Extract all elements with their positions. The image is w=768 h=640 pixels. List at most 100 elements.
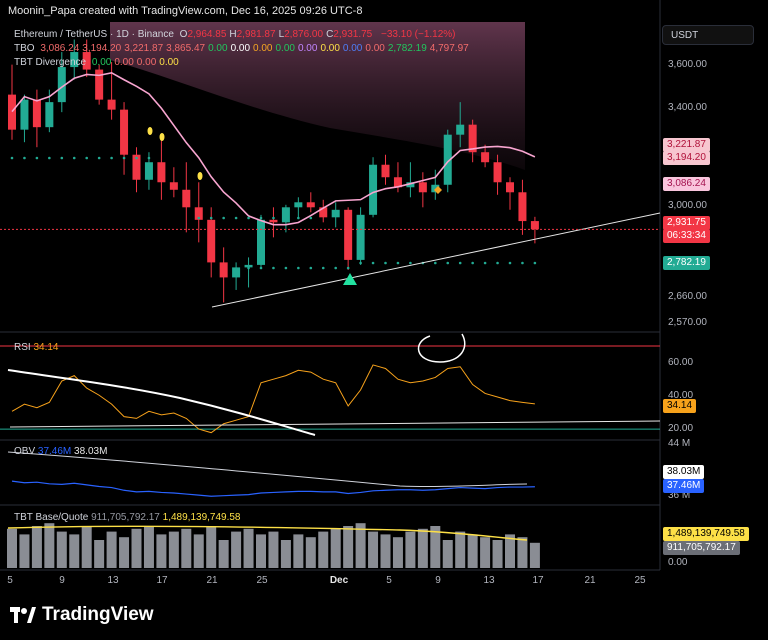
rsi-tag: 34.14 (663, 399, 697, 413)
base-quote-bar (69, 534, 80, 568)
candle-body (120, 109, 129, 155)
base-quote-bar (293, 534, 304, 568)
candle-body (182, 189, 191, 208)
tbo-value: 0.00 (365, 43, 385, 54)
rsi-tick: 60.00 (668, 357, 694, 368)
candle-body (319, 207, 328, 218)
candle-body (32, 99, 41, 128)
tbo-value: 0.00 (275, 43, 295, 54)
candle-body (194, 207, 203, 220)
ohlc-value: 2,981.87 (236, 29, 276, 40)
tbo-label: TBO (14, 43, 35, 54)
candle-body (443, 134, 452, 185)
tbo-moving-average (11, 72, 536, 226)
tbo-value: 0.00 (320, 43, 340, 54)
signal-marker (197, 172, 203, 180)
base-quote-bar (206, 526, 217, 568)
support-dot (147, 156, 151, 160)
tbo-value: 3,086.24 (40, 43, 80, 54)
divergence-value: 0.00 (114, 57, 134, 68)
candle-body (518, 192, 527, 222)
support-dot (247, 266, 250, 270)
tradingview-logo-icon (10, 607, 36, 623)
base-quote-bar (231, 531, 242, 568)
candle-body (506, 182, 514, 193)
time-tick: 25 (634, 575, 646, 586)
tbo-value: 3,194.20 (82, 43, 122, 54)
candle-body (20, 99, 29, 130)
price-tag-ma: 3,086.24 (663, 177, 710, 191)
base-quote-bar (467, 534, 478, 568)
candle-body (45, 102, 54, 128)
currency-button[interactable]: USDT (662, 25, 754, 45)
price-tag-last: 2,931.75 (663, 216, 710, 230)
time-tick: 17 (532, 575, 544, 586)
candle-body (281, 207, 290, 223)
base-quote-bar (517, 537, 528, 568)
ohlc-key: C (326, 29, 334, 40)
base-quote-bar (529, 542, 540, 568)
price-change: −33.10 (−1.12%) (381, 29, 456, 40)
tbo-value: 3,221.87 (124, 43, 164, 54)
obv-line (11, 480, 535, 497)
base-quote-line (7, 525, 528, 541)
candle-body (157, 162, 166, 183)
candle-body (169, 182, 178, 190)
base-quote-bar (156, 534, 167, 568)
candle-body (70, 52, 79, 68)
candle-body (306, 202, 315, 208)
time-tick: 13 (483, 575, 495, 586)
ohlc-values: O2,964.85 H2,981.87 L2,876.00 C2,931.75 (180, 29, 376, 40)
base-quote-bar (181, 528, 192, 568)
support-dot (346, 266, 350, 270)
price-tick: 3,000.00 (668, 200, 707, 211)
base-quote-bar (19, 534, 30, 568)
base-quote-bar (368, 531, 379, 568)
base-quote-bar (7, 528, 17, 568)
time-tick: Dec (329, 575, 349, 586)
support-dot (309, 266, 313, 270)
base-quote-bar (430, 526, 441, 568)
base-quote-bar (106, 531, 117, 568)
diamond-marker (434, 186, 442, 194)
base-quote-bar (318, 531, 329, 568)
candle-body (393, 177, 402, 188)
support-dot (533, 261, 537, 265)
obv-value-1: 37.46M (37, 446, 72, 457)
symbol-line: Ethereum / TetherUS · 1D · Binance O2,96… (14, 29, 459, 40)
obv-tick: 44 M (668, 438, 691, 449)
ohlc-value: 2,931.75 (333, 29, 373, 40)
tradingview-logo: TradingView (10, 604, 154, 626)
time-tick: 25 (256, 575, 268, 586)
brand-name: TradingView (42, 604, 154, 625)
candle-body (331, 209, 340, 218)
support-dot (359, 261, 362, 265)
tbo-legend: TBO 3,086.24 3,194.20 3,221.87 3,865.47 0.00… (14, 43, 475, 54)
base-quote-bar (355, 523, 366, 568)
base-quote-bar (280, 540, 291, 568)
rsi-tick: 20.00 (668, 423, 694, 434)
tbo-value: 0.00 (297, 43, 318, 54)
support-dot (446, 261, 450, 265)
ohlc-value: 2,876.00 (284, 29, 324, 40)
price-tag-upper: 3,221.87 (663, 138, 710, 152)
support-dot (259, 266, 263, 270)
base-quote-value-2: 1,489,139,749.58 (162, 512, 241, 523)
ohlc-key: L (278, 29, 285, 40)
time-tick: 9 (435, 575, 441, 586)
candle-body (219, 262, 228, 278)
base-quote-bar (81, 526, 92, 568)
price-tick: 2,570.00 (668, 317, 707, 328)
support-dot (297, 266, 300, 270)
candle-body (530, 221, 539, 230)
base-quote-bar (243, 528, 254, 568)
ohlc-key: H (229, 29, 237, 40)
support-dot (122, 156, 126, 160)
obv-tick: 36 M (668, 490, 691, 501)
support-dot (259, 216, 263, 220)
support-dot (483, 261, 487, 265)
time-tick: 13 (107, 575, 119, 586)
support-dot (434, 261, 437, 265)
buy-triangle-marker (343, 273, 357, 285)
